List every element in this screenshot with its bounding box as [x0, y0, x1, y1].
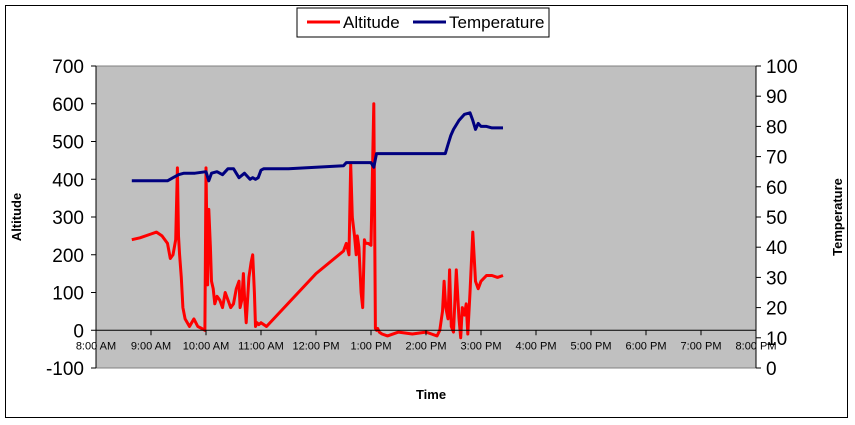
x-tick-label: 2:00 PM: [406, 340, 447, 352]
y-axis-title-right: Temperature: [830, 178, 845, 256]
y-tick-label-right: 0: [766, 359, 777, 380]
legend-label-temperature: Temperature: [449, 13, 544, 32]
y-tick-label-right: 50: [766, 208, 787, 229]
y-tick-label-right: 30: [766, 268, 787, 289]
x-tick-label: 9:00 AM: [131, 340, 171, 352]
x-tick-label: 5:00 PM: [571, 340, 612, 352]
y-tick-label-left: 400: [52, 170, 84, 191]
y-tick-label-left: 700: [52, 57, 84, 78]
axis-layer: -100 0 100 200 300 400 500 600 700 0 10 20 30 40 50 60 7…: [46, 57, 798, 380]
y-tick-label-right: 20: [766, 299, 787, 320]
x-tick-label: 6:00 PM: [626, 340, 667, 352]
series-line-temperature: [131, 111, 503, 183]
x-tick-label: 1:00 PM: [351, 340, 392, 352]
x-tick-label: 10:00 AM: [183, 340, 229, 352]
y-tick-label-right: 100: [766, 57, 798, 78]
legend-label-altitude: Altitude: [343, 13, 400, 32]
y-axis-title-left: Altitude: [9, 193, 24, 241]
y-tick-label-right: 80: [766, 117, 787, 138]
y-tick-label-left: -100: [46, 359, 84, 380]
x-tick-label: 8:00 AM: [76, 340, 116, 352]
y-tick-label-left: 100: [52, 284, 84, 305]
x-tick-label: 8:00 PM: [736, 340, 777, 352]
series-layer: [131, 102, 504, 340]
series-line-altitude: [131, 102, 504, 340]
y-tick-label-left: 0: [73, 321, 84, 342]
y-tick-label-left: 200: [52, 246, 84, 267]
x-tick-label: 11:00 AM: [238, 340, 284, 352]
x-tick-label: 4:00 PM: [516, 340, 557, 352]
y-tick-label-right: 90: [766, 87, 787, 108]
y-tick-label-right: 10: [766, 329, 787, 350]
y-tick-label-left: 500: [52, 133, 84, 154]
y-tick-label-right: 40: [766, 238, 787, 259]
legend: Altitude Temperature: [296, 7, 550, 38]
y-tick-label-right: 70: [766, 148, 787, 169]
x-tick-label: 7:00 PM: [681, 340, 722, 352]
y-tick-label-right: 60: [766, 178, 787, 199]
y-tick-label-left: 600: [52, 95, 84, 116]
x-tick-label: 12:00 PM: [292, 340, 339, 352]
x-axis-title: Time: [416, 387, 446, 402]
x-tick-label: 3:00 PM: [461, 340, 502, 352]
y-tick-label-left: 300: [52, 208, 84, 229]
